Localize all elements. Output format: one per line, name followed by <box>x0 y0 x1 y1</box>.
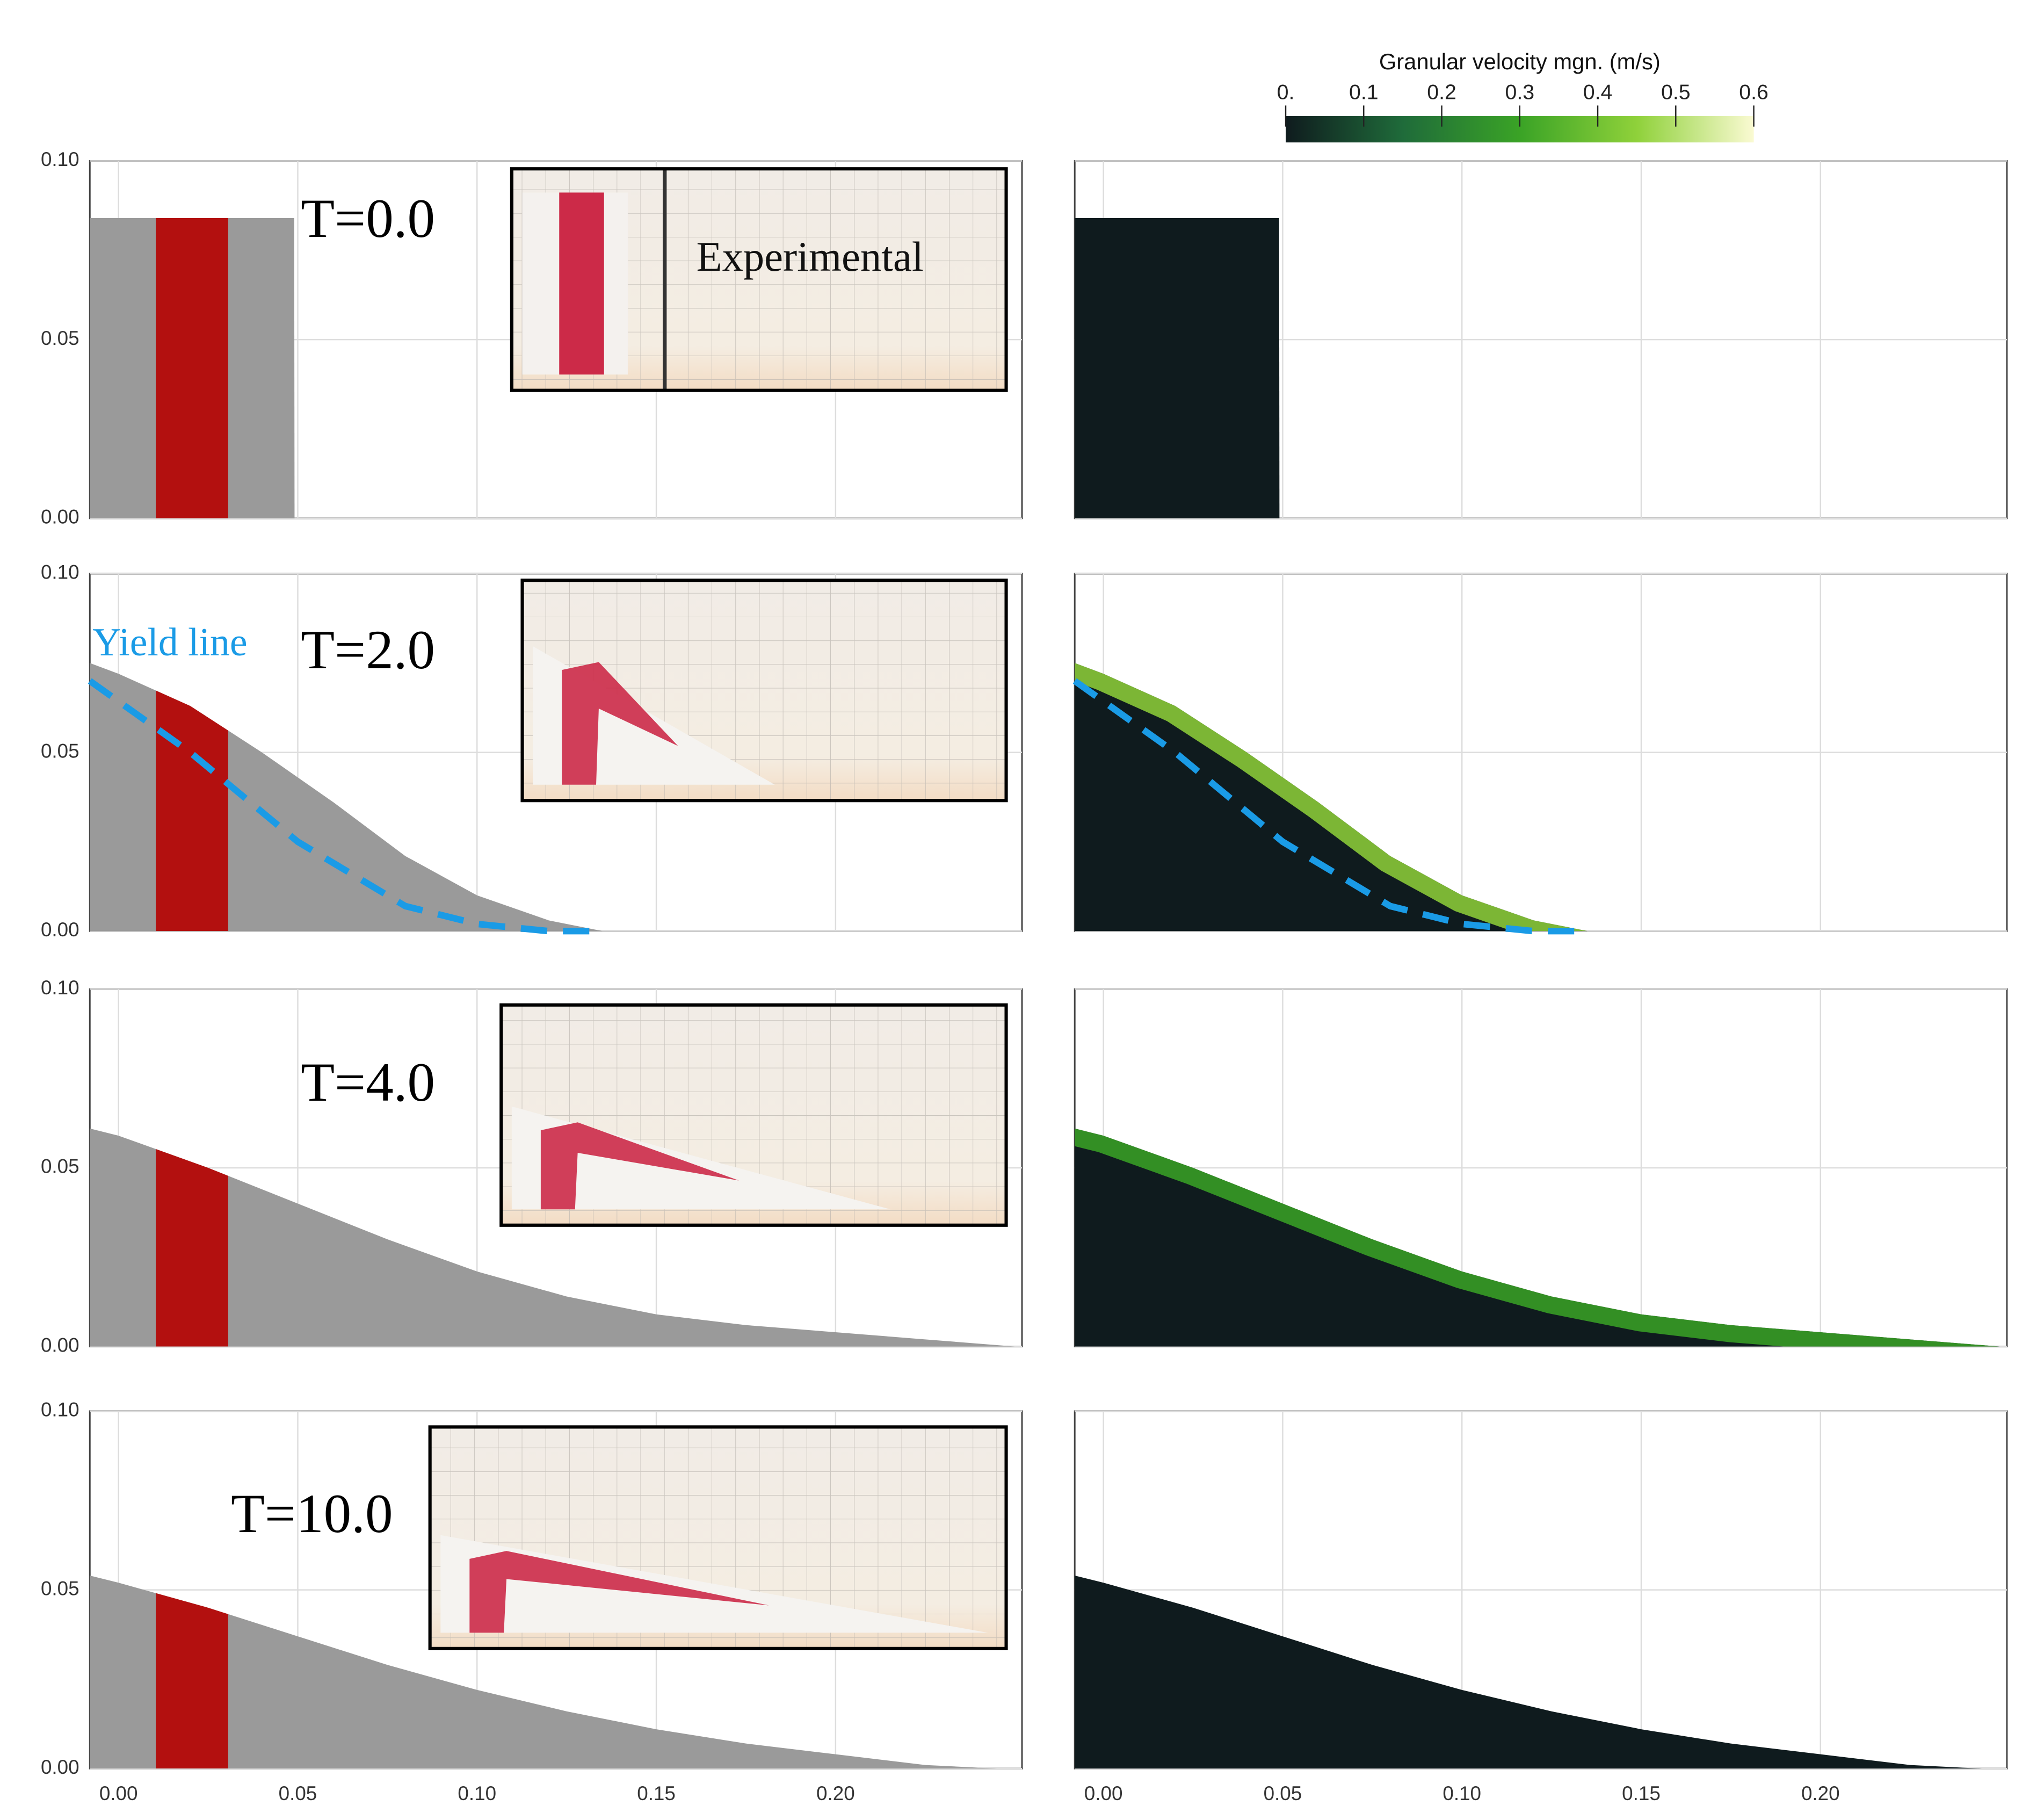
yield-line <box>1072 678 1588 935</box>
time-label: T=0.0 <box>301 188 435 249</box>
inset-dye <box>469 1551 769 1633</box>
colorbar-tick-label: 0.4 <box>1583 81 1613 104</box>
yield-line-label: Yield line <box>92 620 247 664</box>
y-tick-label: 0.05 <box>41 740 79 762</box>
inset-dye <box>562 662 678 785</box>
surface-velocity <box>1075 663 1588 931</box>
granular-mass <box>1075 1575 1982 1769</box>
x-tick-label: 0.00 <box>1084 1782 1123 1804</box>
inset-frame <box>499 1003 1008 1227</box>
x-tick-label: 0.20 <box>1801 1782 1840 1804</box>
inset-dye <box>540 1122 740 1210</box>
yield-line <box>88 678 603 935</box>
y-tick-label: 0.05 <box>41 327 79 349</box>
y-tick-label: 0.10 <box>41 561 79 583</box>
y-tick-label: 0.00 <box>41 1334 79 1356</box>
colorbar-tick-label: 0.5 <box>1661 81 1691 104</box>
colorbar-tick-label: 0.6 <box>1739 81 1768 104</box>
colorbar-tick-label: 0. <box>1277 81 1295 104</box>
x-tick-label: 0.10 <box>458 1782 496 1804</box>
inset-label: Experimental <box>697 233 924 280</box>
granular-mass <box>1075 218 1280 518</box>
y-tick-label: 0.10 <box>41 977 79 999</box>
experimental-inset <box>520 579 1008 803</box>
colorbar-tick-label: 0.1 <box>1349 81 1379 104</box>
granular-mass <box>1075 1128 2000 1347</box>
granular-mass <box>90 1575 997 1769</box>
time-label: T=10.0 <box>231 1483 393 1544</box>
x-tick-label: 0.10 <box>1443 1782 1481 1804</box>
experimental-inset <box>510 167 1008 392</box>
inset-frame <box>520 579 1008 803</box>
x-tick-label: 0.20 <box>816 1782 855 1804</box>
inset-frame <box>510 167 1008 392</box>
granular-mass <box>90 1128 1015 1347</box>
colorbar-tick-label: 0.3 <box>1505 81 1534 104</box>
inset-frame <box>428 1425 1008 1650</box>
y-tick-label: 0.05 <box>41 1155 79 1178</box>
time-label: T=2.0 <box>301 619 435 681</box>
experimental-inset <box>428 1425 1008 1650</box>
x-tick-label: 0.05 <box>279 1782 317 1804</box>
inset-dye <box>559 192 604 375</box>
y-tick-label: 0.00 <box>41 919 79 941</box>
y-tick-label: 0.05 <box>41 1577 79 1599</box>
colorbar-tick-label: 0.2 <box>1427 81 1456 104</box>
time-label: T=4.0 <box>301 1052 435 1113</box>
x-tick-label: 0.15 <box>637 1782 676 1804</box>
colorbar-title: Granular velocity mgn. (m/s) <box>1379 49 1661 74</box>
x-tick-label: 0.00 <box>99 1782 138 1804</box>
x-tick-label: 0.05 <box>1264 1782 1302 1804</box>
y-tick-label: 0.00 <box>41 1756 79 1778</box>
experimental-inset <box>499 1003 1008 1227</box>
x-tick-label: 0.15 <box>1622 1782 1661 1804</box>
y-tick-label: 0.10 <box>41 148 79 170</box>
y-tick-label: 0.10 <box>41 1399 79 1421</box>
dyed-column <box>156 218 228 518</box>
y-tick-label: 0.00 <box>41 506 79 528</box>
